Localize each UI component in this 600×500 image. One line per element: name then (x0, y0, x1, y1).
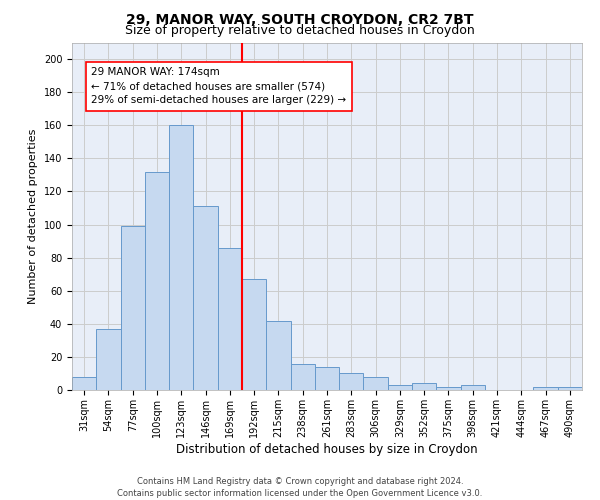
X-axis label: Distribution of detached houses by size in Croydon: Distribution of detached houses by size … (176, 442, 478, 456)
Bar (558, 386, 582, 390)
Bar (242, 279, 266, 390)
Bar (218, 248, 242, 390)
Text: Size of property relative to detached houses in Croydon: Size of property relative to detached ho… (125, 24, 475, 37)
Bar (412, 384, 436, 390)
Bar (533, 386, 558, 390)
Bar (121, 226, 145, 390)
Text: Contains HM Land Registry data © Crown copyright and database right 2024.
Contai: Contains HM Land Registry data © Crown c… (118, 476, 482, 498)
Bar (388, 385, 412, 390)
Text: 29, MANOR WAY, SOUTH CROYDON, CR2 7BT: 29, MANOR WAY, SOUTH CROYDON, CR2 7BT (126, 12, 474, 26)
Bar (364, 377, 388, 390)
Bar (436, 386, 461, 390)
Bar (169, 125, 193, 390)
Y-axis label: Number of detached properties: Number of detached properties (28, 128, 38, 304)
Text: 29 MANOR WAY: 174sqm
← 71% of detached houses are smaller (574)
29% of semi-deta: 29 MANOR WAY: 174sqm ← 71% of detached h… (91, 68, 347, 106)
Bar (96, 329, 121, 390)
Bar (461, 385, 485, 390)
Bar (266, 320, 290, 390)
Bar (145, 172, 169, 390)
Bar (193, 206, 218, 390)
Bar (315, 367, 339, 390)
Bar (339, 374, 364, 390)
Bar (290, 364, 315, 390)
Bar (72, 377, 96, 390)
